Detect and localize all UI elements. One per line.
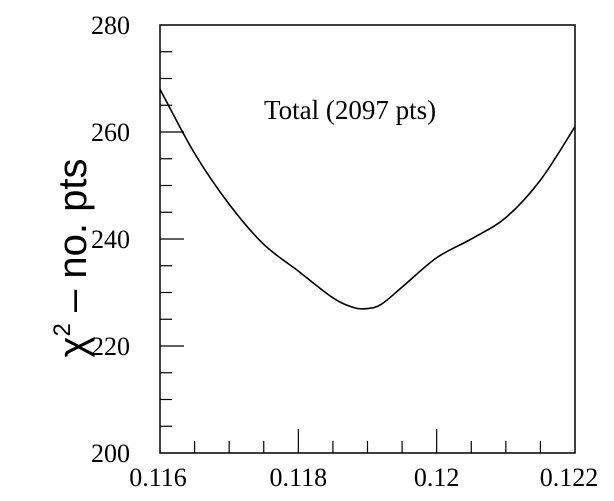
y-tick-label: 220 xyxy=(91,332,130,361)
y-axis-label-group: χ2 – no. pts xyxy=(49,159,95,358)
y-axis-label-superscript: 2 xyxy=(49,323,76,336)
y-tick-label: 260 xyxy=(91,118,130,147)
y-tick-label: 240 xyxy=(91,225,130,254)
y-tick-label: 280 xyxy=(91,11,130,40)
y-axis-label-rest: – no. pts xyxy=(51,159,95,324)
x-tick-label: 0.122 xyxy=(540,463,599,492)
series-line xyxy=(159,88,576,310)
x-tick-label: 0.12 xyxy=(414,463,460,492)
x-tick-label: 0.116 xyxy=(129,463,187,492)
x-tick-label: 0.118 xyxy=(270,463,328,492)
y-axis-label-symbol: χ xyxy=(51,336,95,357)
y-tick-label: 200 xyxy=(91,439,130,468)
plot-area: 0.116 0.118 0.12 0.122 200 220 240 260 280 xyxy=(91,11,598,492)
plot-frame xyxy=(159,24,576,454)
y-axis-label: χ2 – no. pts xyxy=(49,159,95,358)
chart-annotation: Total (2097 pts) xyxy=(264,95,436,125)
